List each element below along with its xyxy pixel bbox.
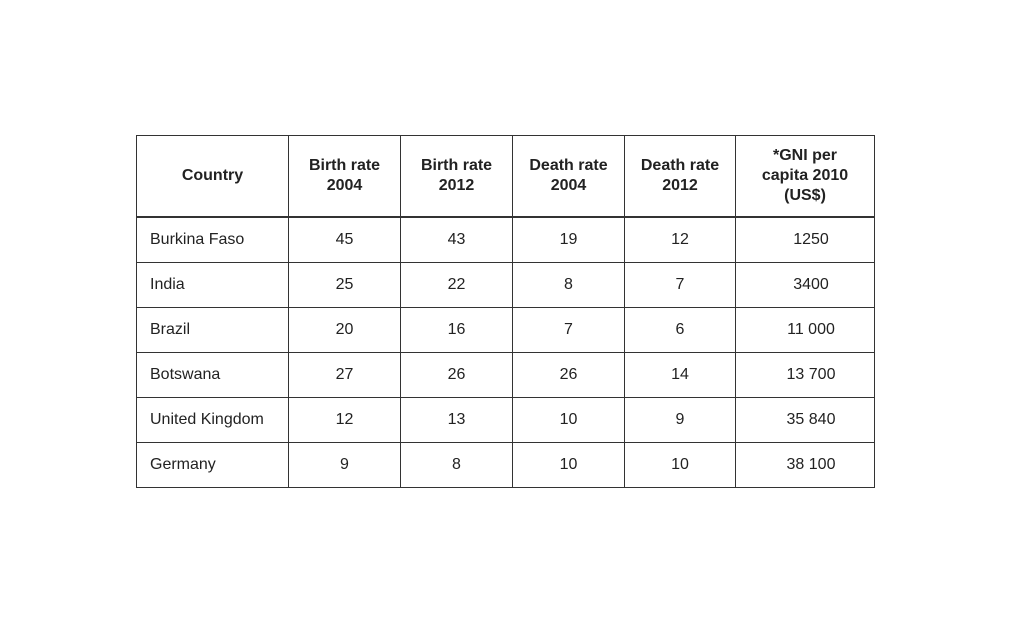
table-row: United Kingdom 12 13 10 9 35 840: [136, 397, 875, 443]
header-birth-rate-2004: Birth rate 2004: [288, 135, 401, 218]
header-country: Country: [136, 135, 289, 218]
cell-birth-rate-2004: 20: [288, 307, 401, 353]
header-line: Country: [181, 167, 244, 184]
table-row: Burkina Faso 45 43 19 12 1250: [136, 216, 875, 263]
table-row: Botswana 27 26 26 14 13 700: [136, 352, 875, 398]
cell-death-rate-2004: 8: [512, 262, 625, 308]
header-line: *GNI per: [772, 147, 837, 164]
header-line: Death rate: [640, 157, 720, 174]
cell-death-rate-2004: 10: [512, 442, 625, 488]
header-gni-per-capita: *GNI per capita 2010 (US$): [735, 135, 875, 218]
cell-gni-per-capita: 38 100: [735, 442, 875, 488]
cell-birth-rate-2012: 43: [400, 216, 513, 263]
cell-birth-rate-2012: 16: [400, 307, 513, 353]
data-table: Country Birth rate 2004 Birth rate 2012 Death…: [136, 135, 875, 488]
cell-birth-rate-2012: 13: [400, 397, 513, 443]
cell-birth-rate-2012: 26: [400, 352, 513, 398]
header-death-rate-2004: Death rate 2004: [512, 135, 625, 218]
header-line: 2012: [438, 177, 475, 194]
cell-death-rate-2012: 7: [624, 262, 736, 308]
cell-death-rate-2012: 14: [624, 352, 736, 398]
cell-country: Brazil: [136, 307, 289, 353]
cell-birth-rate-2004: 27: [288, 352, 401, 398]
cell-death-rate-2004: 26: [512, 352, 625, 398]
header-line: 2012: [662, 177, 698, 194]
cell-gni-per-capita: 13 700: [735, 352, 875, 398]
table-row: Brazil 20 16 7 6 11 000: [136, 307, 875, 353]
cell-country: United Kingdom: [136, 397, 289, 443]
cell-death-rate-2004: 19: [512, 216, 625, 263]
cell-country: Botswana: [136, 352, 289, 398]
header-line: 2004: [550, 177, 587, 194]
cell-death-rate-2012: 9: [624, 397, 736, 443]
cell-birth-rate-2004: 25: [288, 262, 401, 308]
cell-country: Germany: [136, 442, 289, 488]
cell-gni-per-capita: 11 000: [735, 307, 875, 353]
header-line: (US$): [784, 187, 826, 204]
cell-gni-per-capita: 35 840: [735, 397, 875, 443]
cell-birth-rate-2004: 9: [288, 442, 401, 488]
cell-death-rate-2012: 10: [624, 442, 736, 488]
header-birth-rate-2012: Birth rate 2012: [400, 135, 513, 218]
cell-birth-rate-2012: 8: [400, 442, 513, 488]
cell-birth-rate-2004: 45: [288, 216, 401, 263]
cell-country: India: [136, 262, 289, 308]
table-row: India 25 22 8 7 3400: [136, 262, 875, 308]
table-row: Germany 9 8 10 10 38 100: [136, 442, 875, 488]
cell-country: Burkina Faso: [136, 216, 289, 263]
header-line: Death rate: [529, 157, 608, 174]
cell-death-rate-2004: 7: [512, 307, 625, 353]
header-line: Birth rate: [420, 157, 493, 174]
header-death-rate-2012: Death rate 2012: [624, 135, 736, 218]
header-row: Country Birth rate 2004 Birth rate 2012 Death…: [136, 135, 875, 218]
cell-gni-per-capita: 1250: [735, 216, 875, 263]
table-body: Burkina Faso 45 43 19 12 1250 India 25 22 8 7 3400 B…: [136, 216, 875, 488]
header-line: capita 2010: [761, 167, 849, 184]
cell-birth-rate-2012: 22: [400, 262, 513, 308]
cell-death-rate-2012: 6: [624, 307, 736, 353]
header-line: Birth rate: [308, 157, 381, 174]
cell-death-rate-2012: 12: [624, 216, 736, 263]
cell-birth-rate-2004: 12: [288, 397, 401, 443]
header-line: 2004: [326, 177, 363, 194]
cell-gni-per-capita: 3400: [735, 262, 875, 308]
cell-death-rate-2004: 10: [512, 397, 625, 443]
